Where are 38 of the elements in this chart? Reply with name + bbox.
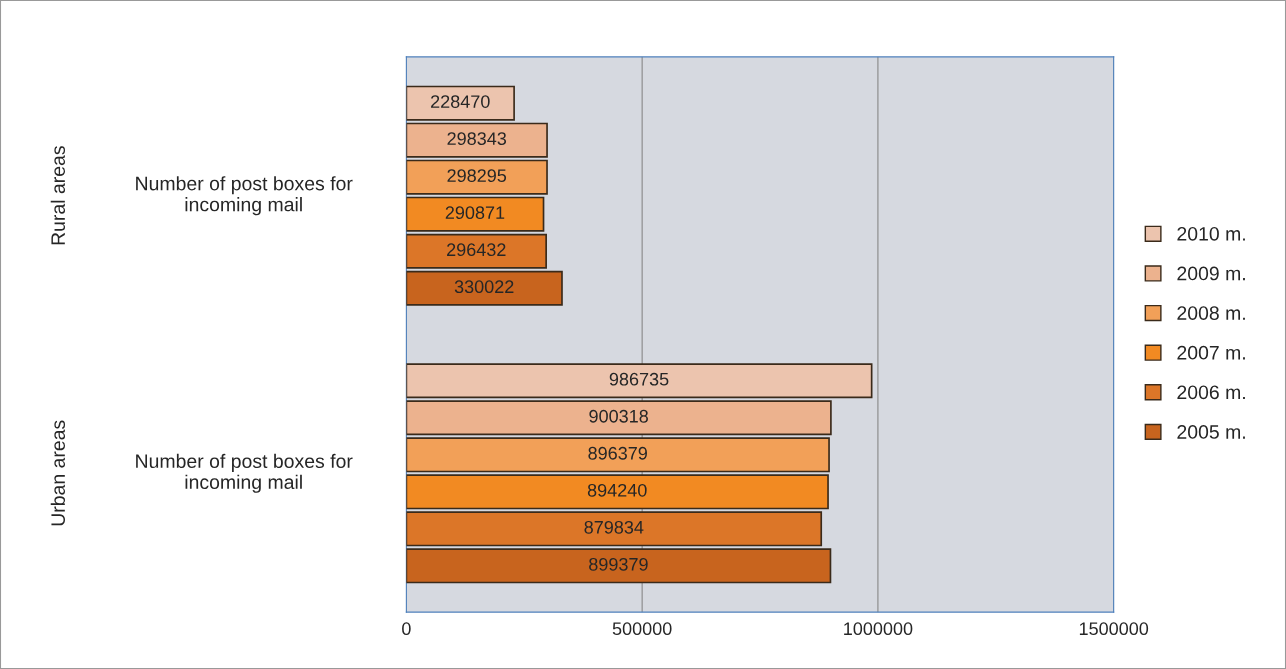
bar xyxy=(406,474,829,510)
bar xyxy=(406,511,823,547)
bar xyxy=(406,159,548,195)
x-tick-label: 500000 xyxy=(612,622,672,636)
data-label: 298343 xyxy=(447,132,507,145)
data-label: 900318 xyxy=(589,409,648,423)
x-tick-label: 1500000 xyxy=(1079,622,1149,636)
legend-label: 2007 m. xyxy=(1177,345,1245,360)
data-label: 896379 xyxy=(588,446,647,460)
legend-label: 2006 m. xyxy=(1177,385,1245,400)
text: Urban areas xyxy=(50,420,66,526)
data-label: 298295 xyxy=(447,169,507,183)
data-label: 330022 xyxy=(454,280,514,294)
bar xyxy=(406,270,563,306)
bar xyxy=(406,196,545,232)
legend-label: 2009 m. xyxy=(1177,266,1245,281)
data-label: 899379 xyxy=(589,557,648,571)
legend-label: 2008 m. xyxy=(1177,306,1245,320)
bar xyxy=(406,437,830,473)
data-label: 290871 xyxy=(445,206,505,220)
data-label: 296432 xyxy=(447,243,506,257)
y-tick-label: Number of post boxes for incoming mail xyxy=(136,453,353,493)
bar xyxy=(406,233,547,269)
data-label: 986735 xyxy=(609,372,669,386)
data-label: 879834 xyxy=(584,520,644,534)
text: Rural areas xyxy=(50,146,66,245)
bar xyxy=(406,122,548,158)
bar xyxy=(406,400,832,436)
data-label: 228470 xyxy=(431,95,490,108)
legend-label: 2005 m. xyxy=(1177,425,1245,439)
bar xyxy=(406,85,515,121)
x-tick-label: 1000000 xyxy=(844,622,913,636)
data-label: 894240 xyxy=(587,483,647,497)
bar xyxy=(406,363,873,399)
legend-label: 2010 m. xyxy=(1177,226,1245,241)
bar xyxy=(406,548,832,584)
x-tick-label: 0 xyxy=(402,622,411,636)
y-tick-label: Number of post boxes for incoming mail xyxy=(136,176,353,216)
